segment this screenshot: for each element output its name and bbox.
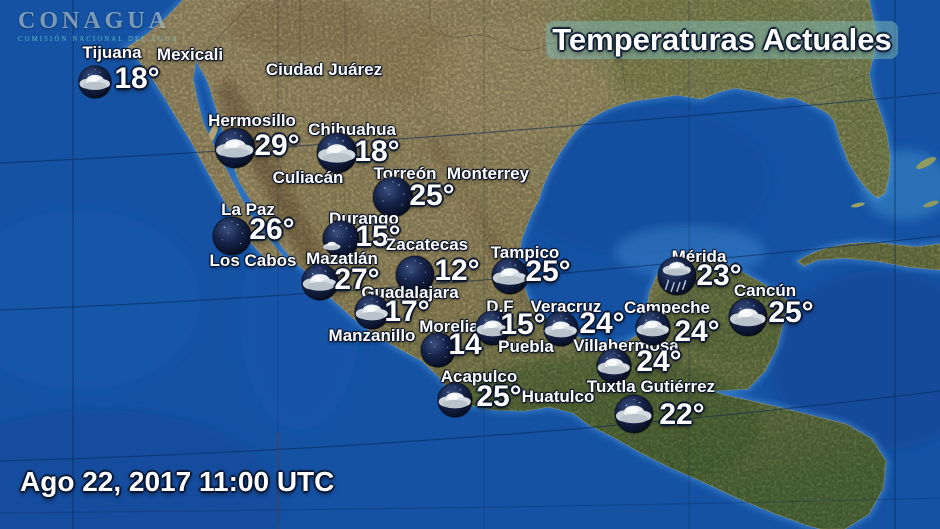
night-cloudy-icon xyxy=(353,293,391,331)
night-cloudy-icon xyxy=(213,126,257,170)
city-label: Culiacán xyxy=(272,168,344,187)
night-partly-icon xyxy=(321,219,361,259)
temperature-value: 18° xyxy=(114,62,160,95)
temperature-value: 17° xyxy=(384,295,430,328)
night-cloudy-icon xyxy=(77,64,113,100)
city-label: Huatulco xyxy=(521,387,595,406)
temperature-value: 24° xyxy=(636,345,682,378)
night-cloudy-icon xyxy=(727,296,769,338)
night-clear-icon xyxy=(394,254,436,296)
city-label: Manzanillo xyxy=(328,326,416,345)
city-label: Campeche xyxy=(624,298,710,317)
city-label: Hermosillo xyxy=(208,111,296,130)
title-banner: Temperaturas Actuales xyxy=(546,21,898,59)
temperature-value: 15° xyxy=(355,220,401,253)
night-cloudy-icon xyxy=(595,347,633,385)
temperature-value: 22° xyxy=(659,398,705,431)
city-label: Zacatecas xyxy=(385,235,469,254)
night-clear-icon xyxy=(419,331,457,369)
temperature-value: 29° xyxy=(254,129,300,162)
temperature-value: 15° xyxy=(500,308,546,341)
night-cloudy-icon xyxy=(542,310,580,348)
temperature-value: 24° xyxy=(579,307,625,340)
temperature-value: 12° xyxy=(434,254,480,287)
timestamp: Ago 22, 2017 11:00 UTC xyxy=(20,466,335,497)
temperature-value: 18° xyxy=(354,135,400,168)
night-cloudy-icon xyxy=(613,393,655,435)
night-rain-icon xyxy=(656,255,698,297)
city-label: Cancún xyxy=(733,281,797,300)
city-label: Tuxtla Gutiérrez xyxy=(586,377,716,396)
temperature-value: 25° xyxy=(409,179,455,212)
city-label: Tijuana xyxy=(82,43,142,62)
city-label: Ciudad Juárez xyxy=(265,60,383,79)
night-cloudy-icon xyxy=(634,309,672,347)
city-label: Chihuahua xyxy=(308,120,396,139)
temperature-value: 26° xyxy=(249,213,295,246)
temperature-value: 23° xyxy=(696,259,742,292)
night-clear-icon xyxy=(371,175,415,219)
night-cloudy-icon xyxy=(300,262,340,302)
night-cloudy-icon xyxy=(436,381,474,419)
city-label: Monterrey xyxy=(446,164,530,183)
city-label: Mexicali xyxy=(156,45,224,64)
city-label: Morelia xyxy=(419,317,479,336)
night-clear-icon xyxy=(211,215,253,257)
night-cloudy-icon xyxy=(315,131,359,175)
city-label: Veracruz xyxy=(530,297,602,316)
night-cloudy-icon xyxy=(474,309,512,347)
city-label: Acapulco xyxy=(440,367,518,386)
temperature-value: 25° xyxy=(525,255,571,288)
city-label: Puebla xyxy=(498,337,554,356)
temperature-value: 24° xyxy=(674,315,720,348)
city-label: Los Cabos xyxy=(209,251,297,270)
night-cloudy-icon xyxy=(490,256,530,296)
city-label: Guadalajara xyxy=(361,283,459,302)
temperature-value: 25° xyxy=(768,296,814,329)
city-label: Mazatlán xyxy=(306,249,378,268)
city-label: Tampico xyxy=(490,243,560,262)
temperature-value: 27° xyxy=(334,263,380,296)
temperature-value: 25° xyxy=(476,380,522,413)
city-label: La Paz xyxy=(221,200,275,219)
page-title: Temperaturas Actuales xyxy=(552,22,892,57)
